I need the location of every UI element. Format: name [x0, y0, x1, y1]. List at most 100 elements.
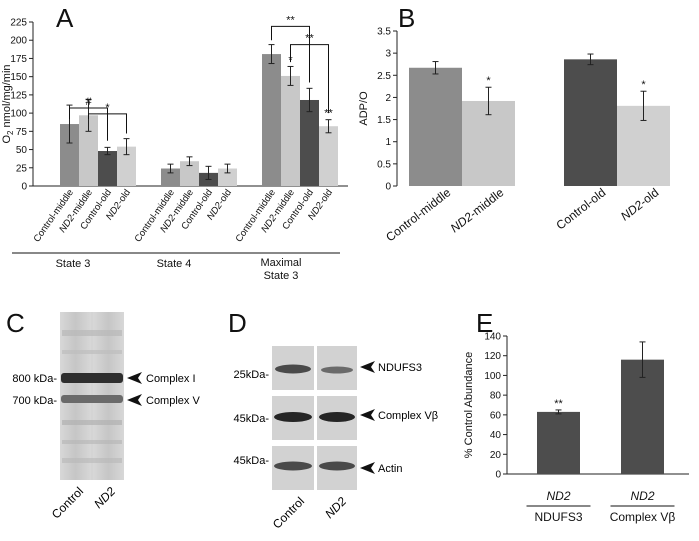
chart-a-bracket-hash-label: # [85, 96, 92, 108]
chart-a-significance-star: ** [324, 108, 333, 120]
chart-b-significance-star: * [641, 79, 646, 91]
chart-a-bracket-top [271, 25, 310, 83]
chart-a-bracket-hash [69, 107, 108, 141]
panel-letter-e: E [476, 308, 493, 338]
blot-c-lane-label-nd2: ND2 [91, 484, 118, 511]
chart-b-bar [564, 59, 617, 186]
chart-a-y-tick-label: 75 [16, 127, 28, 138]
chart-b-y-tick-label: 0 [385, 182, 391, 193]
blot-c-marker-700: 700 kDa- [12, 395, 57, 407]
chart-a-group-label: Maximal [261, 257, 302, 269]
chart-e-category-bottom: NDUFS3 [534, 510, 582, 524]
chart-a-group-label: State 3 [56, 258, 91, 270]
chart-a-y-tick-label: 0 [21, 182, 27, 193]
blot-d-band-ndufs3-control [275, 364, 311, 374]
chart-e-y-tick-label: 140 [484, 332, 501, 343]
chart-a-bar [98, 151, 117, 186]
blot-c-label-complex-v: Complex V [146, 395, 200, 407]
blot-c-label-complex-i: Complex I [146, 373, 196, 385]
chart-b-y-tick-label: 1 [385, 137, 391, 148]
arrow-icon [360, 361, 375, 373]
blot-c-smear-3 [62, 420, 122, 425]
chart-b-y-tick-label: 2 [385, 93, 391, 104]
chart-e-category-top: ND2 [630, 489, 654, 503]
blot-c-smear-4 [62, 440, 122, 444]
chart-a-bracket-mid [290, 44, 329, 114]
chart-a-y-tick-label: 150 [10, 72, 27, 83]
chart-e-bar [537, 411, 580, 474]
blot-d-band-actin-control [274, 461, 312, 471]
blot-d-band-actin-nd2 [319, 461, 355, 471]
chart-b: 0 0.5 1 1.5 2 2.5 3 3.5 ADP/O Control -middle * ND2-… [358, 27, 670, 244]
blot-c: 800 kDa- 700 kDa- Complex I Complex V Co… [12, 312, 200, 521]
blot-c-smear-2 [62, 350, 122, 354]
chart-e: 0 20 40 60 80 100 120 140 % Control Abundance ** N… [463, 332, 689, 524]
chart-e-y-label: % Control Abundance [463, 352, 475, 458]
chart-e-y-tick-label: 20 [490, 450, 502, 461]
chart-b-category-suffix: -middle [467, 185, 507, 220]
chart-a-bracket-star [88, 113, 127, 134]
chart-a-y-tick-label: 100 [10, 109, 27, 120]
chart-b-y-tick-label: 3.5 [377, 27, 391, 38]
blot-d-band-cv-control [274, 412, 312, 422]
chart-b-category-suffix: -middle [414, 185, 454, 220]
chart-a-bar [262, 54, 281, 187]
chart-e-y-tick-label: 0 [495, 470, 501, 481]
chart-a-bar [319, 126, 338, 186]
chart-a-y-tick-label: 225 [10, 18, 27, 29]
chart-a-y-label-suffix: nmol/mg/min [1, 64, 13, 130]
blot-d-label-ndufs3: NDUFS3 [378, 362, 422, 374]
chart-a-bar [117, 146, 136, 186]
blot-c-marker-800: 800 kDa- [12, 373, 57, 385]
chart-a-group-label: State 4 [157, 258, 192, 270]
chart-b-significance-star: * [486, 75, 491, 87]
blot-d-lane-label-control: Control [270, 494, 307, 531]
chart-b-y-tick-label: 1.5 [377, 115, 391, 126]
chart-a-bracket-mid-label: ** [305, 33, 314, 45]
chart-a-y-label: O2 nmol/mg/min [1, 64, 15, 143]
chart-b-y-tick-label: 2.5 [377, 71, 391, 82]
chart-a-y-label-prefix: O [1, 135, 13, 144]
chart-b-y-tick-label: 0.5 [377, 159, 391, 170]
chart-e-y-tick-label: 100 [484, 371, 501, 382]
chart-a-bar [161, 168, 180, 186]
chart-a-bar [60, 124, 79, 186]
chart-e-significance-star: ** [554, 398, 563, 410]
arrow-icon [360, 409, 375, 421]
blot-c-band-complex-v [61, 395, 123, 403]
blot-d-kda-3: 45kDa- [234, 455, 270, 467]
arrow-icon [127, 372, 142, 384]
chart-a-bar [218, 168, 237, 186]
blot-d-band-ndufs3-nd2 [321, 366, 353, 374]
blot-c-smear-5 [62, 458, 122, 463]
chart-e-y-tick-label: 40 [490, 430, 502, 441]
chart-a-y-tick-label: 50 [16, 145, 28, 156]
chart-b-y-tick-label: 3 [385, 49, 391, 60]
blot-d-label-complex-vb: Complex Vβ [378, 410, 438, 422]
chart-a-y-tick-label: 175 [10, 54, 27, 65]
chart-e-category-top: ND2 [546, 489, 570, 503]
chart-e-bar [621, 359, 664, 474]
chart-b-y-label: ADP/O [358, 91, 370, 126]
chart-a-y-tick-label: 25 [16, 163, 28, 174]
blot-d-kda-2: 45kDa- [234, 413, 270, 425]
chart-e-category-bottom: Complex Vβ [610, 510, 676, 524]
chart-a-group-label-2: State 3 [264, 270, 299, 282]
chart-b-category-label: ND2-middle [448, 185, 507, 235]
blot-d-band-cv-nd2 [319, 412, 355, 422]
blot-d-kda-1: 25kDa- [234, 369, 270, 381]
blot-c-smear-1 [62, 330, 122, 336]
blot-d: 25kDa- 45kDa- 45kDa- NDUFS3 Complex Vβ A… [234, 346, 438, 531]
chart-e-y-tick-label: 60 [490, 410, 502, 421]
blot-d-label-actin: Actin [378, 463, 402, 475]
chart-a-bar [180, 161, 199, 186]
blot-d-lane-label-nd2: ND2 [322, 494, 349, 521]
panel-letter-a: A [56, 3, 74, 33]
chart-a-y-label-sub: 2 [6, 130, 15, 135]
chart-b-category-prefix: Control [553, 198, 592, 233]
panel-letter-b: B [398, 3, 415, 33]
chart-e-y-tick-label: 120 [484, 351, 501, 362]
arrow-icon [360, 462, 375, 474]
